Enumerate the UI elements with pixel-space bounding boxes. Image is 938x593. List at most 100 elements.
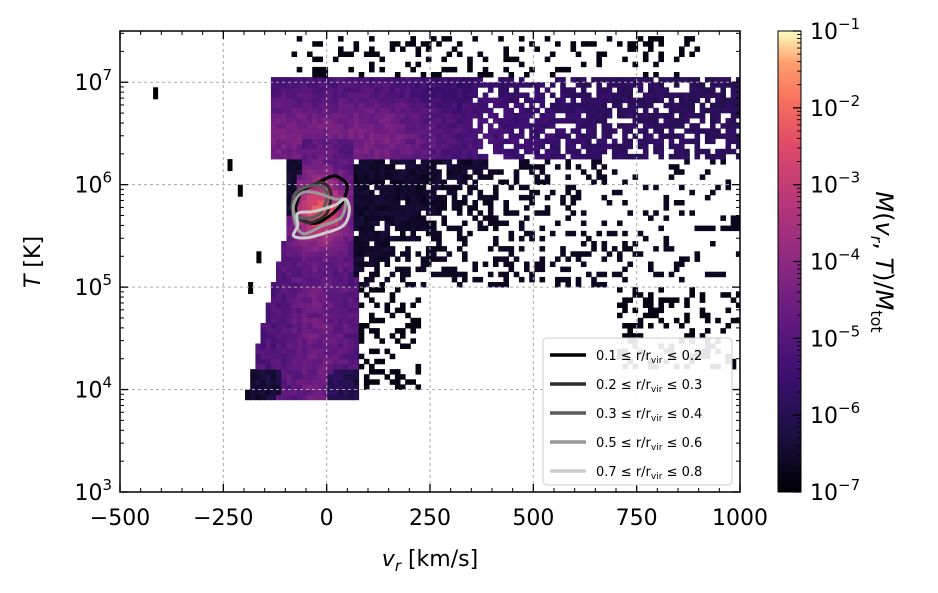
heatmap-cell: [301, 266, 308, 273]
heatmap-cell: [389, 153, 396, 160]
heatmap-cell: [353, 287, 360, 293]
heatmap-cell: [312, 343, 318, 349]
heatmap-cell: [710, 133, 716, 139]
heatmap-cell: [400, 82, 406, 88]
heatmap-cell: [327, 87, 334, 93]
heatmap-cell: [637, 82, 644, 88]
heatmap-cell: [534, 92, 540, 98]
heatmap-cell: [420, 148, 427, 155]
heatmap-cell: [462, 107, 468, 114]
heatmap-cell: [281, 261, 287, 267]
heatmap-cell: [296, 282, 303, 288]
heatmap-cell: [653, 87, 659, 93]
heatmap-cell: [720, 271, 726, 278]
heatmap-cell: [446, 189, 453, 196]
heatmap-cell: [348, 343, 354, 349]
heatmap-cell: [301, 225, 308, 232]
heatmap-cell: [327, 358, 334, 365]
heatmap-cell: [338, 317, 344, 324]
heatmap-cell: [307, 169, 313, 175]
heatmap-cell: [410, 225, 416, 232]
heatmap-cell: [549, 92, 556, 98]
heatmap-cell: [338, 153, 344, 160]
heatmap-cell: [529, 138, 535, 145]
heatmap-cell: [379, 159, 385, 165]
heatmap-cell: [332, 287, 339, 293]
heatmap-cell: [570, 153, 577, 160]
heatmap-cell: [575, 164, 582, 170]
heatmap-cell: [420, 143, 427, 150]
heatmap-cell: [400, 118, 406, 124]
heatmap-cell: [467, 92, 473, 98]
heatmap-cell: [394, 225, 401, 232]
heatmap-cell: [730, 92, 737, 98]
heatmap-cell: [394, 307, 401, 314]
heatmap-cell: [265, 302, 272, 308]
heatmap-cell: [735, 123, 740, 129]
heatmap-cell: [415, 225, 422, 232]
heatmap-cell: [281, 384, 287, 390]
heatmap-cell: [710, 128, 716, 134]
heatmap-cell: [338, 179, 344, 185]
heatmap-cell: [462, 102, 468, 109]
heatmap-cell: [694, 97, 701, 104]
heatmap-cell: [565, 159, 571, 165]
heatmap-cell: [358, 333, 365, 339]
heatmap-cell: [684, 312, 690, 319]
heatmap-cell: [425, 133, 432, 139]
heatmap-cell: [301, 389, 308, 396]
heatmap-cell: [508, 113, 515, 119]
heatmap-cell: [358, 118, 365, 124]
heatmap-cell: [317, 287, 323, 293]
heatmap-cell: [332, 333, 339, 339]
heatmap-cell: [348, 282, 354, 288]
heatmap-cell: [637, 138, 644, 145]
heatmap-cell: [606, 92, 613, 98]
heatmap-cell: [467, 61, 473, 68]
heatmap-cell: [498, 77, 504, 83]
heatmap-cell: [663, 235, 670, 242]
heatmap-cell: [679, 261, 685, 267]
heatmap-cell: [270, 123, 277, 129]
heatmap-cell: [658, 51, 664, 57]
heatmap-cell: [312, 159, 318, 165]
heatmap-cell: [276, 107, 282, 114]
heatmap-cell: [301, 317, 308, 324]
heatmap-cell: [596, 143, 602, 150]
heatmap-cell: [586, 143, 592, 150]
heatmap-cell: [327, 374, 334, 380]
heatmap-cell: [307, 164, 313, 170]
heatmap-cell: [291, 123, 298, 129]
heatmap-cell: [307, 246, 313, 252]
heatmap-cell: [322, 287, 329, 293]
heatmap-cell: [270, 379, 277, 385]
heatmap-cell: [482, 153, 489, 160]
heatmap-cell: [596, 92, 602, 98]
heatmap-cell: [265, 338, 272, 344]
heatmap-cell: [555, 102, 561, 109]
heatmap-cell: [317, 384, 323, 390]
heatmap-cell: [281, 153, 287, 160]
heatmap-cell: [374, 230, 380, 237]
heatmap-cell: [307, 148, 313, 155]
heatmap-cell: [343, 297, 349, 303]
heatmap-cell: [358, 230, 365, 237]
heatmap-cell: [410, 36, 416, 42]
heatmap-cell: [632, 46, 639, 52]
heatmap-cell: [462, 148, 468, 155]
heatmap-cell: [451, 82, 458, 88]
heatmap-cell: [348, 297, 354, 303]
heatmap-cell: [642, 297, 649, 303]
heatmap-cell: [415, 215, 422, 221]
heatmap-cell: [363, 102, 370, 109]
heatmap-cell: [482, 92, 489, 98]
heatmap-cell: [348, 323, 354, 329]
heatmap-cell: [627, 128, 633, 134]
heatmap-cell: [441, 215, 447, 221]
heatmap-cell: [332, 82, 339, 88]
heatmap-cell: [632, 82, 639, 88]
heatmap-cell: [539, 153, 546, 160]
heatmap-cell: [580, 102, 587, 109]
heatmap-cell: [374, 317, 380, 324]
heatmap-cell: [565, 205, 571, 211]
